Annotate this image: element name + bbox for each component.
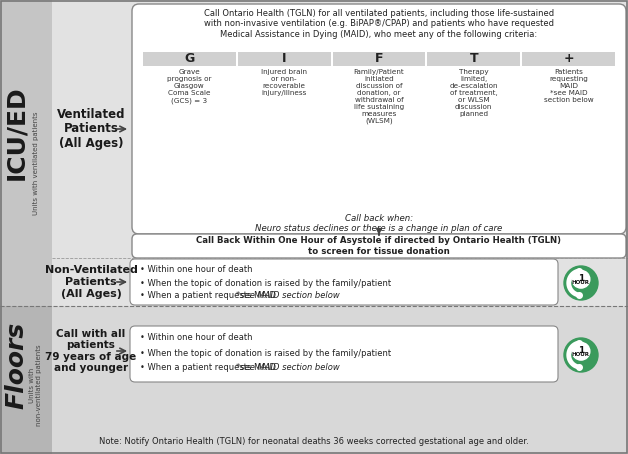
Text: T: T	[470, 53, 478, 65]
Text: 1: 1	[578, 274, 584, 283]
Bar	[333, 52, 425, 66]
Bar	[522, 52, 615, 66]
Bar	[428, 52, 520, 66]
Text: Call with all
patients
79 years of age
and younger: Call with all patients 79 years of age a…	[45, 329, 137, 373]
Text: • Within one hour of death: • Within one hour of death	[140, 266, 252, 275]
Text: • When the topic of donation is raised by the family/patient: • When the topic of donation is raised b…	[140, 349, 391, 357]
Circle shape	[572, 342, 590, 360]
Bar	[0, 0, 52, 306]
Text: • When the topic of donation is raised by the family/patient: • When the topic of donation is raised b…	[140, 278, 391, 287]
Text: I: I	[282, 53, 286, 65]
Text: Ventilated
Patients
(All Ages): Ventilated Patients (All Ages)	[57, 108, 125, 150]
Circle shape	[564, 266, 598, 300]
Text: Patients
requesting
MAID
*see MAID
section below: Patients requesting MAID *see MAID secti…	[544, 69, 593, 103]
Text: Grave
prognosis or
Glasgow
Coma Scale
(GCS) = 3: Grave prognosis or Glasgow Coma Scale (G…	[167, 69, 212, 104]
FancyBboxPatch shape	[130, 259, 558, 305]
Text: Call back when:
Neuro status declines or there is a change in plan of care: Call back when: Neuro status declines or…	[256, 214, 502, 233]
Text: • Within one hour of death: • Within one hour of death	[140, 334, 252, 342]
Text: Note: Notify Ontario Health (TGLN) for neonatal deaths 36 weeks corrected gestat: Note: Notify Ontario Health (TGLN) for n…	[99, 437, 529, 446]
FancyBboxPatch shape	[132, 4, 626, 234]
Text: F: F	[375, 53, 383, 65]
Text: HOUR: HOUR	[572, 352, 590, 357]
Text: HOUR: HOUR	[572, 280, 590, 285]
Text: *see MAID section below: *see MAID section below	[236, 364, 340, 372]
Bar	[0, 306, 628, 454]
Bar	[143, 52, 236, 66]
Text: Floors: Floors	[4, 321, 28, 409]
Text: +: +	[563, 53, 574, 65]
Text: Call Ontario Health (TGLN) for all ventilated patients, including those life-sus: Call Ontario Health (TGLN) for all venti…	[204, 9, 554, 39]
Text: Therapy
limited,
de-escalation
of treatment,
or WLSM
discussion
planned: Therapy limited, de-escalation of treatm…	[450, 69, 498, 117]
Text: • When a patient requests MAID: • When a patient requests MAID	[140, 364, 279, 372]
Text: Non-Ventilated
Patients
(All Ages): Non-Ventilated Patients (All Ages)	[45, 266, 138, 299]
FancyBboxPatch shape	[132, 234, 626, 258]
Circle shape	[564, 338, 598, 372]
Text: • When a patient requests MAID: • When a patient requests MAID	[140, 291, 279, 301]
Text: Call Back Within One Hour of Asystole if directed by Ontario Health (TGLN)
to sc: Call Back Within One Hour of Asystole if…	[197, 236, 561, 256]
Circle shape	[572, 271, 590, 288]
Text: Family/Patient
initiated
discussion of
donation, or
withdrawal of
life sustainin: Family/Patient initiated discussion of d…	[354, 69, 404, 124]
FancyBboxPatch shape	[130, 326, 558, 382]
Bar	[0, 306, 52, 454]
Text: Units with ventilated patients: Units with ventilated patients	[33, 111, 39, 215]
Text: Units with
non-ventilated patients: Units with non-ventilated patients	[30, 344, 43, 426]
Text: 1: 1	[578, 346, 584, 355]
Text: ICU/ED: ICU/ED	[4, 86, 28, 180]
Bar	[238, 52, 330, 66]
Text: *see MAID section below: *see MAID section below	[236, 291, 340, 301]
Text: Injured brain
or non-
recoverable
injury/illness: Injured brain or non- recoverable injury…	[261, 69, 307, 96]
Text: G: G	[184, 53, 195, 65]
Bar	[0, 0, 628, 306]
